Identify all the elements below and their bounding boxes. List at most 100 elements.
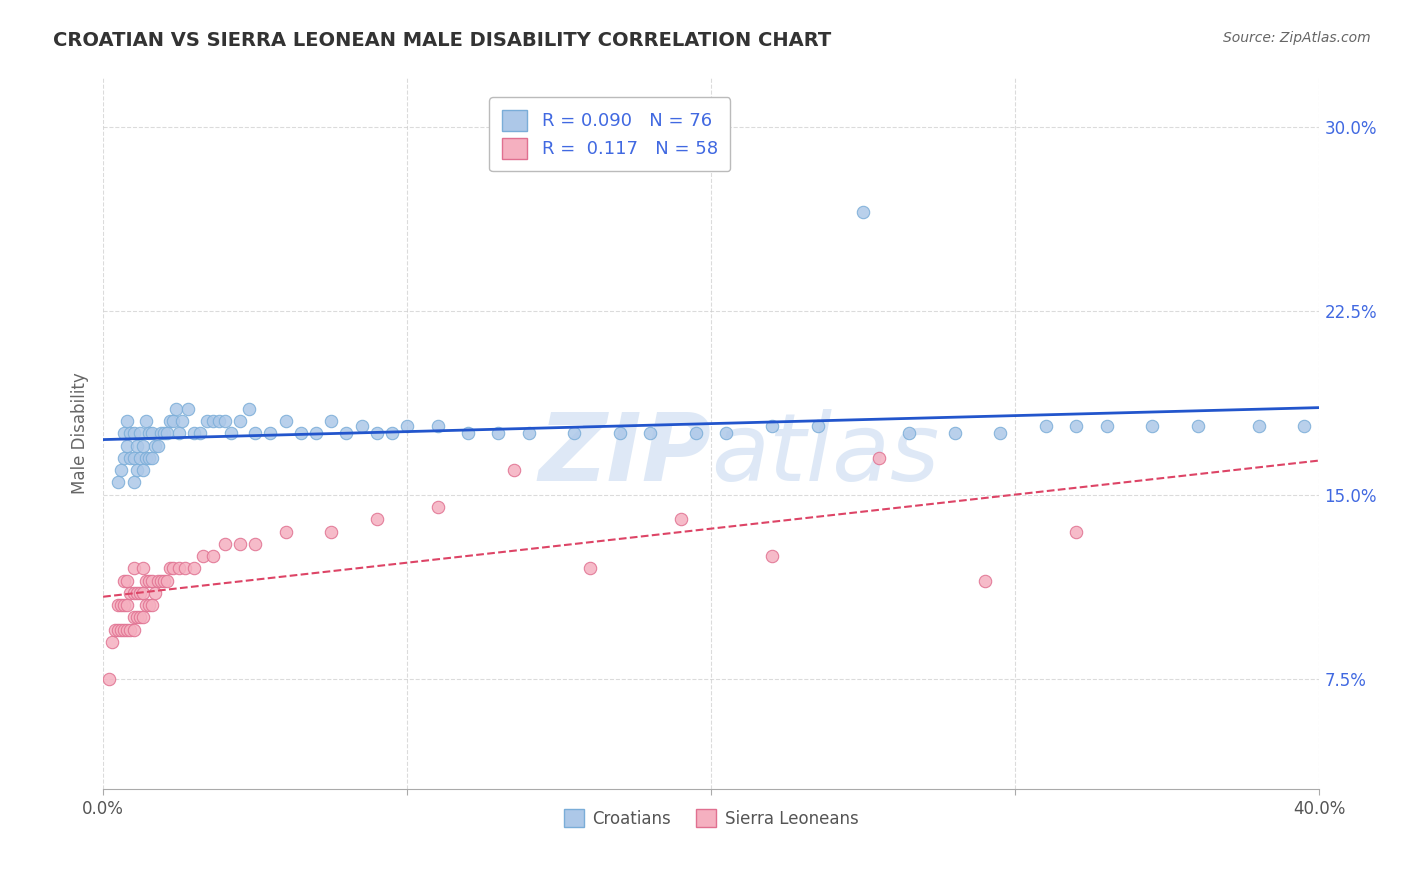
Point bbox=[988, 426, 1011, 441]
Y-axis label: Male Disability: Male Disability bbox=[72, 373, 89, 494]
Point bbox=[131, 439, 153, 453]
Point bbox=[183, 561, 205, 575]
Point bbox=[122, 623, 145, 637]
Point bbox=[156, 426, 179, 441]
Text: atlas: atlas bbox=[711, 409, 939, 500]
Point bbox=[669, 512, 692, 526]
Point bbox=[1095, 419, 1118, 434]
Point bbox=[153, 574, 176, 588]
Point bbox=[131, 610, 153, 624]
Point bbox=[1064, 419, 1087, 434]
Point bbox=[117, 598, 139, 612]
Point bbox=[366, 426, 388, 441]
Point bbox=[120, 586, 142, 600]
Point bbox=[201, 414, 224, 428]
Point bbox=[229, 537, 252, 551]
Point bbox=[214, 537, 236, 551]
Point bbox=[141, 598, 163, 612]
Point bbox=[488, 426, 510, 441]
Point bbox=[117, 623, 139, 637]
Point bbox=[243, 537, 266, 551]
Point bbox=[426, 419, 449, 434]
Point bbox=[138, 426, 160, 441]
Point bbox=[201, 549, 224, 563]
Point bbox=[141, 426, 163, 441]
Point bbox=[564, 426, 586, 441]
Point bbox=[219, 426, 242, 441]
Point bbox=[1247, 419, 1270, 434]
Point bbox=[195, 414, 218, 428]
Point bbox=[208, 414, 231, 428]
Point bbox=[578, 561, 600, 575]
Point bbox=[1187, 419, 1209, 434]
Point bbox=[112, 574, 135, 588]
Point bbox=[146, 439, 169, 453]
Point bbox=[167, 561, 190, 575]
Point bbox=[107, 598, 129, 612]
Point bbox=[609, 426, 631, 441]
Point bbox=[350, 419, 373, 434]
Point bbox=[125, 463, 148, 477]
Point bbox=[761, 549, 783, 563]
Point bbox=[122, 586, 145, 600]
Point bbox=[1035, 419, 1057, 434]
Point bbox=[122, 610, 145, 624]
Point bbox=[852, 205, 875, 219]
Text: CROATIAN VS SIERRA LEONEAN MALE DISABILITY CORRELATION CHART: CROATIAN VS SIERRA LEONEAN MALE DISABILI… bbox=[53, 31, 832, 50]
Point bbox=[396, 419, 419, 434]
Point bbox=[141, 450, 163, 465]
Point bbox=[138, 450, 160, 465]
Point bbox=[1294, 419, 1316, 434]
Point bbox=[190, 426, 212, 441]
Point bbox=[149, 574, 172, 588]
Point bbox=[104, 623, 127, 637]
Point bbox=[162, 561, 184, 575]
Point bbox=[128, 450, 150, 465]
Point bbox=[868, 450, 890, 465]
Point bbox=[131, 586, 153, 600]
Point bbox=[243, 426, 266, 441]
Point bbox=[135, 414, 157, 428]
Point bbox=[259, 426, 281, 441]
Point bbox=[138, 574, 160, 588]
Point bbox=[112, 598, 135, 612]
Point bbox=[143, 586, 166, 600]
Point bbox=[120, 623, 142, 637]
Point bbox=[761, 419, 783, 434]
Point bbox=[101, 635, 124, 649]
Point bbox=[167, 426, 190, 441]
Point bbox=[290, 426, 312, 441]
Point bbox=[122, 475, 145, 490]
Point bbox=[274, 414, 297, 428]
Point bbox=[122, 426, 145, 441]
Point bbox=[138, 598, 160, 612]
Point bbox=[107, 475, 129, 490]
Point bbox=[274, 524, 297, 539]
Point bbox=[193, 549, 215, 563]
Point bbox=[128, 426, 150, 441]
Point bbox=[110, 598, 132, 612]
Point bbox=[1064, 524, 1087, 539]
Point bbox=[238, 401, 260, 416]
Point bbox=[146, 574, 169, 588]
Point bbox=[172, 414, 194, 428]
Point bbox=[122, 450, 145, 465]
Point bbox=[112, 426, 135, 441]
Point bbox=[335, 426, 357, 441]
Point bbox=[177, 401, 200, 416]
Text: ZIP: ZIP bbox=[538, 409, 711, 500]
Point bbox=[897, 426, 920, 441]
Legend: Croatians, Sierra Leoneans: Croatians, Sierra Leoneans bbox=[558, 803, 865, 834]
Point bbox=[321, 414, 343, 428]
Point bbox=[214, 414, 236, 428]
Point bbox=[112, 623, 135, 637]
Point bbox=[943, 426, 966, 441]
Point bbox=[117, 439, 139, 453]
Point bbox=[131, 561, 153, 575]
Point bbox=[366, 512, 388, 526]
Point bbox=[165, 401, 187, 416]
Point bbox=[110, 623, 132, 637]
Point bbox=[685, 426, 707, 441]
Point bbox=[128, 586, 150, 600]
Point bbox=[457, 426, 479, 441]
